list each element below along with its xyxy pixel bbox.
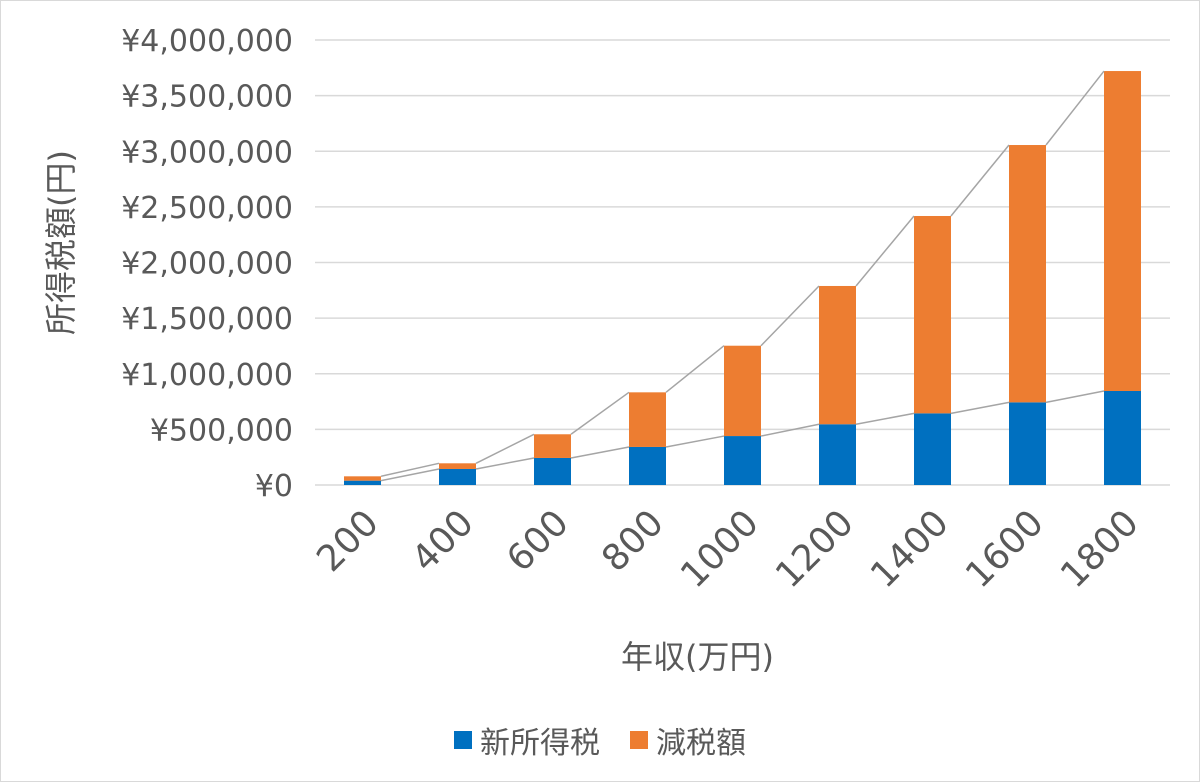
x-tick-label: 1800	[1053, 502, 1147, 596]
legend-item-new-income-tax: 新所得税	[454, 718, 600, 762]
series-line	[475, 433, 535, 464]
bar-new-income-tax	[344, 480, 381, 485]
x-tick-label: 400	[404, 502, 482, 580]
legend-swatch	[454, 731, 472, 749]
series-line	[570, 391, 630, 435]
bar-new-income-tax	[439, 468, 476, 485]
bar-tax-reduction	[1009, 145, 1046, 403]
y-tick-label: ¥1,500,000	[121, 302, 293, 337]
series-line	[665, 345, 725, 393]
bar-new-income-tax	[819, 424, 856, 485]
series-line	[570, 446, 630, 459]
y-tick-label: ¥4,000,000	[121, 24, 293, 59]
legend-item-tax-reduction: 減税額	[630, 718, 746, 762]
bar-new-income-tax	[1009, 402, 1046, 485]
bar-tax-reduction	[914, 215, 951, 414]
x-axis-title: 年収(万円)	[621, 638, 774, 676]
bar-tax-reduction	[629, 392, 666, 447]
series-line	[855, 215, 915, 287]
bar-new-income-tax	[1104, 390, 1141, 485]
legend-label: 減税額	[656, 726, 746, 761]
series-line	[380, 468, 440, 482]
y-tick-label: ¥500,000	[150, 413, 293, 448]
series-line	[760, 423, 820, 437]
y-tick-label: ¥2,000,000	[121, 247, 293, 282]
series-line	[950, 144, 1010, 217]
x-tick-label: 800	[594, 502, 672, 580]
y-tick-label: ¥3,000,000	[121, 135, 293, 170]
series-line	[1045, 390, 1105, 404]
x-tick-label: 200	[309, 502, 387, 580]
x-tick-label: 1000	[673, 502, 767, 596]
series-line	[1045, 70, 1105, 146]
series-line	[950, 401, 1010, 415]
series-line	[665, 435, 725, 448]
series-line	[760, 285, 820, 347]
legend-swatch	[630, 731, 648, 749]
legend-label: 新所得税	[480, 726, 600, 761]
legend: 新所得税 減税額	[0, 718, 1200, 762]
bar-tax-reduction	[439, 463, 476, 469]
x-tick-label: 1200	[768, 502, 862, 596]
bar-tax-reduction	[819, 285, 856, 425]
y-tick-label: ¥3,500,000	[121, 80, 293, 115]
x-tick-label: 1400	[863, 502, 957, 596]
bar-new-income-tax	[724, 436, 761, 485]
bar-tax-reduction	[534, 434, 571, 458]
y-tick-label: ¥0	[255, 469, 293, 504]
y-tick-label: ¥1,000,000	[121, 358, 293, 393]
y-tick-label: ¥2,500,000	[121, 191, 293, 226]
series-line	[475, 457, 535, 470]
bar-tax-reduction	[724, 345, 761, 437]
bar-new-income-tax	[914, 413, 951, 485]
bar-tax-reduction	[344, 476, 381, 481]
series-line	[855, 412, 915, 425]
bar-new-income-tax	[629, 446, 666, 485]
x-tick-label: 600	[499, 502, 577, 580]
x-tick-label: 1600	[958, 502, 1052, 596]
y-axis-title: 所得税額(円)	[42, 150, 80, 335]
bar-tax-reduction	[1104, 71, 1141, 391]
bar-new-income-tax	[534, 457, 571, 485]
series-line	[380, 462, 440, 478]
